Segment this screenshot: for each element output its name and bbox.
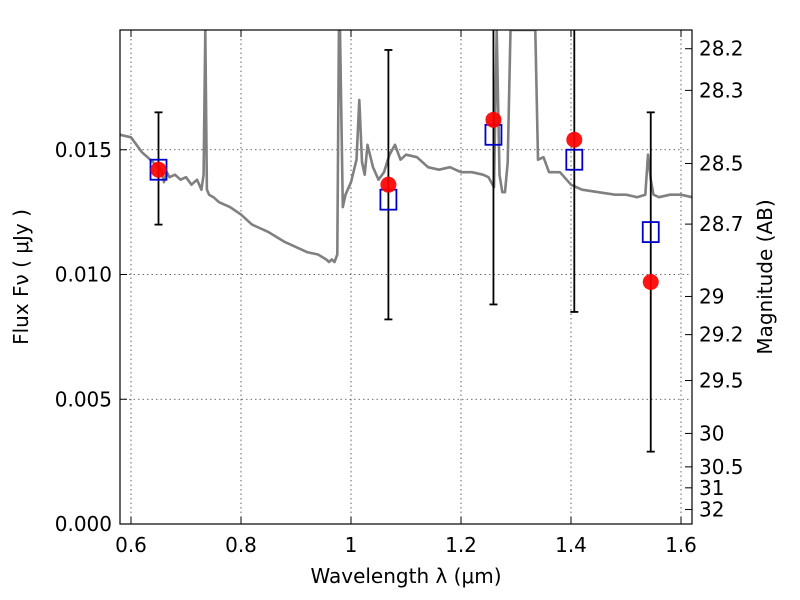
labels-layer: 0.6 0.8 1 1.2 1.4 1.6 0.000 0.005 0.010 0.015 28.2…: [55, 37, 744, 557]
x-tick-label: 1.6: [665, 533, 697, 557]
x-axis-label: Wavelength λ (μm): [310, 564, 501, 588]
y2-tick-label: 28.7: [699, 212, 744, 236]
y-tick-label: 0.015: [55, 138, 112, 162]
observed-point: [380, 176, 397, 193]
observed-point: [566, 131, 583, 148]
y-axis-label: Flux Fν ( μJy ): [9, 209, 33, 345]
y2-tick-label: 30: [699, 421, 724, 445]
x-tick-label: 1.4: [555, 533, 587, 557]
y2-tick-label: 28.5: [699, 151, 744, 175]
x-tick-label: 1.2: [445, 533, 477, 557]
observed-point: [642, 273, 659, 290]
model-band-square: [641, 221, 660, 243]
y2-tick-label: 29: [699, 284, 724, 308]
y-tick-label: 0.000: [55, 512, 112, 536]
y2-tick-label: 29.2: [699, 323, 744, 347]
template-layer: [120, 30, 692, 264]
points-layer: [149, 111, 660, 290]
plot-frame: [119, 29, 693, 525]
y-tick-label: 0.010: [55, 263, 112, 287]
y2-tick-label: 31: [699, 476, 724, 500]
y2-tick-label: 28.3: [699, 78, 744, 102]
errorbar-layer: [154, 30, 655, 453]
ticks-layer: [120, 30, 692, 525]
x-tick-label: 0.6: [115, 533, 147, 557]
y2-tick-label: 29.5: [699, 369, 744, 393]
y-tick-label: 0.005: [55, 387, 112, 411]
observed-point: [485, 111, 502, 128]
x-tick-label: 1: [345, 533, 358, 557]
y2-tick-label: 32: [699, 498, 724, 522]
x-tick-label: 0.8: [225, 533, 257, 557]
y2-axis-label: Magnitude (AB): [753, 199, 777, 354]
y2-tick-label: 30.5: [699, 455, 744, 479]
observed-point: [150, 161, 167, 178]
model-band-square: [565, 148, 584, 171]
grid-layer: [120, 30, 692, 524]
y2-tick-label: 28.2: [699, 37, 744, 61]
template-spectrum-line: [120, 30, 692, 264]
